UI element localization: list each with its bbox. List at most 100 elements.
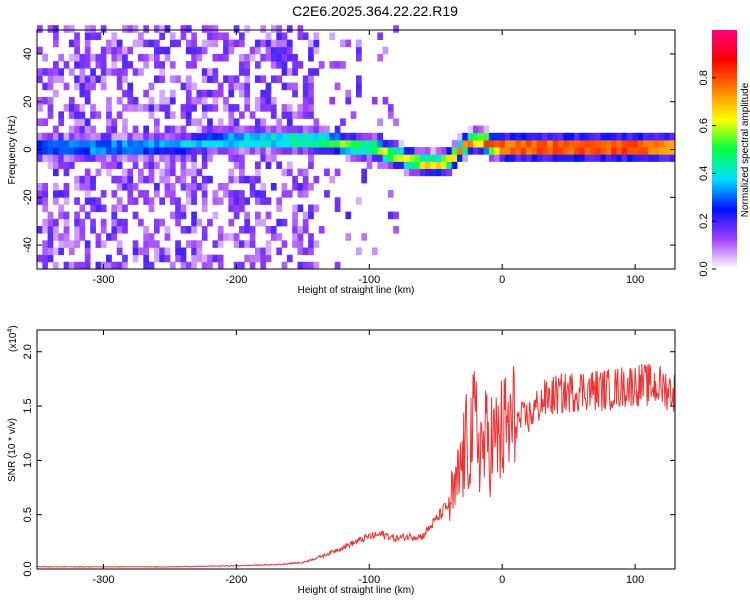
heatmap-cell	[196, 254, 203, 263]
heatmap-cell	[132, 132, 139, 141]
heatmap-cell	[228, 111, 235, 119]
colorbar-tick-label: 0.4	[698, 166, 710, 181]
heatmap-cell	[84, 96, 91, 105]
heatmap-cell	[191, 211, 197, 220]
heatmap-cell	[276, 132, 283, 141]
heatmap-cell	[127, 61, 134, 69]
heatmap-cell	[281, 261, 288, 270]
heatmap-cell	[122, 139, 128, 148]
heatmap-cell	[255, 96, 261, 105]
colorbar-gradient	[712, 30, 737, 269]
heatmap-cell	[212, 39, 219, 48]
heatmap-cell	[244, 61, 251, 69]
heatmap-cell	[478, 147, 485, 155]
y-tick-label: 40	[22, 48, 34, 60]
heatmap-cell	[53, 25, 59, 33]
heatmap-cell	[276, 118, 283, 126]
heatmap-cell	[111, 261, 118, 270]
heatmap-cell	[90, 218, 96, 227]
heatmap-cell	[244, 75, 251, 83]
heatmap-cell	[132, 240, 139, 248]
heatmap-cell	[520, 139, 527, 148]
heatmap-cell	[430, 161, 437, 169]
heatmap-cell	[255, 175, 261, 184]
heatmap-cell	[356, 147, 362, 155]
heatmap-cell	[175, 211, 181, 220]
heatmap-cell	[53, 89, 59, 98]
heatmap-cell	[260, 254, 267, 263]
heatmap-cell	[175, 147, 181, 155]
heatmap-cell	[207, 104, 213, 112]
snr-x-ticks: -300 -200 -100 0 100	[92, 330, 644, 586]
heatmap-cell	[249, 147, 256, 155]
heatmap-cell	[228, 154, 235, 162]
heatmap-cell	[334, 261, 341, 270]
heatmap-cell	[600, 154, 607, 162]
heatmap-cell	[84, 75, 91, 83]
heatmap-cell	[244, 125, 251, 134]
heatmap-cell	[340, 132, 346, 141]
heatmap-cell	[292, 204, 298, 213]
heatmap-cell	[154, 226, 160, 234]
heatmap-cell	[499, 154, 506, 162]
heatmap-cell	[286, 161, 293, 169]
heatmap-cell	[159, 147, 166, 155]
heatmap-cell	[414, 168, 421, 177]
heatmap-cell	[42, 53, 49, 62]
heatmap-cell	[79, 204, 86, 213]
heatmap-cell	[159, 254, 166, 263]
heatmap-cell	[180, 147, 187, 155]
heatmap-cell	[499, 147, 506, 155]
heatmap-cell	[42, 82, 49, 91]
heatmap-cell	[387, 147, 394, 155]
heatmap-cell	[462, 154, 469, 162]
heatmap-cell	[239, 175, 245, 184]
heatmap-cell	[345, 154, 352, 162]
heatmap-cell	[207, 132, 213, 141]
heatmap-cell	[42, 132, 49, 141]
heatmap-cell	[281, 104, 288, 112]
heatmap-cell	[302, 190, 309, 198]
heatmap-cell	[265, 53, 272, 62]
heatmap-cell	[212, 96, 219, 105]
heatmap-cell	[164, 233, 171, 241]
y-tick-label: -40	[22, 237, 34, 253]
heatmap-cell	[286, 147, 293, 155]
heatmap-cell	[233, 211, 240, 220]
heatmap-cell	[255, 254, 261, 263]
heatmap-cell	[68, 53, 75, 62]
heatmap-cell	[148, 197, 155, 205]
heatmap-cell	[116, 111, 123, 119]
heatmap-cell	[164, 125, 171, 134]
heatmap-cell	[74, 183, 80, 191]
y-tick-label: 1.5	[22, 398, 34, 413]
heatmap-cell	[111, 132, 118, 141]
heatmap-cell	[100, 190, 107, 198]
heatmap-cell	[334, 139, 341, 148]
heatmap-cell	[579, 147, 586, 155]
heatmap-cell	[265, 197, 272, 205]
heatmap-cell	[302, 89, 309, 98]
heatmap-cell	[297, 132, 304, 141]
heatmap-cell	[286, 82, 293, 91]
heatmap-cell	[84, 247, 91, 256]
heatmap-cell	[122, 168, 128, 177]
heatmap-cell	[547, 147, 554, 155]
heatmap-cell	[79, 104, 86, 112]
heatmap-cell	[233, 82, 240, 91]
heatmap-cell	[159, 32, 166, 40]
heatmap-cell	[244, 104, 251, 112]
heatmap-cell	[233, 147, 240, 155]
heatmap-cell	[47, 25, 54, 33]
heatmap-cell	[270, 233, 277, 241]
heatmap-cell	[196, 139, 203, 148]
heatmap-cell	[122, 254, 128, 263]
heatmap-cell	[37, 96, 43, 105]
heatmap-cell	[42, 96, 49, 105]
heatmap-cell	[217, 32, 224, 40]
heatmap-cell	[313, 68, 320, 76]
heatmap-cell	[201, 104, 208, 112]
heatmap-cell	[58, 161, 65, 169]
heatmap-cell	[286, 168, 293, 177]
heatmap-cell	[233, 139, 240, 148]
